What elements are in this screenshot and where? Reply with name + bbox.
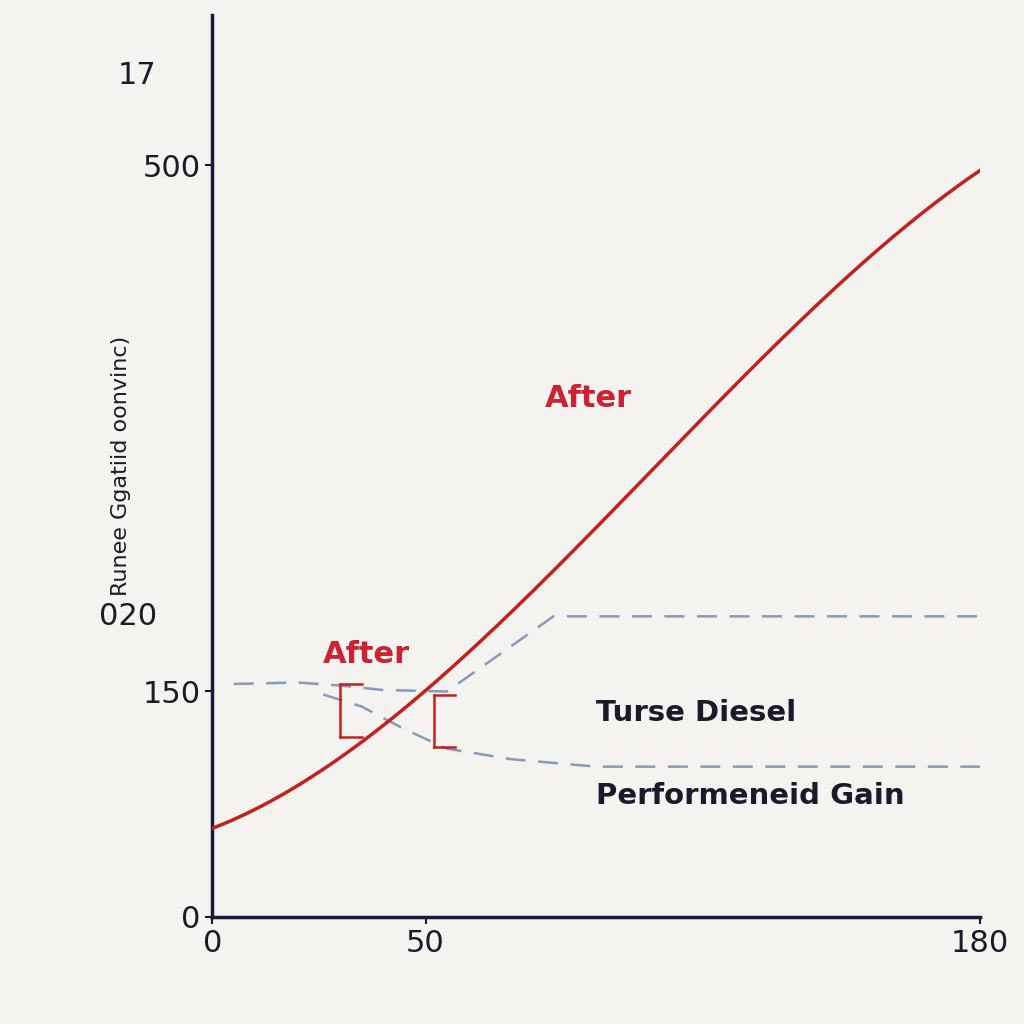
Text: Turse Diesel: Turse Diesel <box>596 699 797 727</box>
Text: After: After <box>324 640 411 669</box>
Text: After: After <box>545 384 632 413</box>
Text: 020: 020 <box>98 602 157 631</box>
Text: 17: 17 <box>118 60 157 90</box>
Text: Performeneid Gain: Performeneid Gain <box>596 781 905 810</box>
Y-axis label: Runee Ggatiid oonvinc): Runee Ggatiid oonvinc) <box>112 336 131 596</box>
